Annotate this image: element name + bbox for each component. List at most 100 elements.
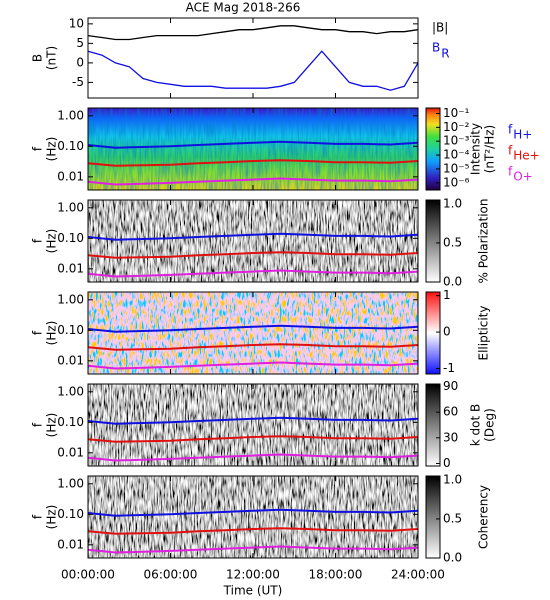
- colorbar: [425, 107, 441, 191]
- series-line: [87, 159, 419, 167]
- x-tick-label: 12:00:00: [226, 568, 280, 582]
- y-axis-label: (nT): [45, 46, 59, 70]
- series-line: [87, 435, 419, 443]
- legend-label: f: [508, 165, 513, 179]
- colorbar: [425, 383, 441, 467]
- colorbar-tick-label: -1: [443, 361, 455, 375]
- series-line: [87, 251, 419, 259]
- x-tick-label: 06:00:00: [144, 568, 198, 582]
- legend-label: |B|: [432, 21, 448, 35]
- colorbar-tick-label: 10⁻¹: [443, 106, 470, 120]
- colorbar-tick-label: 10⁻⁶: [443, 175, 470, 189]
- colorbar-tick-label: 0.5: [443, 235, 462, 249]
- colorbar-tick-label: 10⁻⁵: [443, 161, 470, 175]
- y-axis-label: (Hz): [45, 229, 59, 254]
- colorbar: [425, 199, 441, 283]
- colorbar-tick-label: 0.5: [443, 511, 462, 525]
- y-axis-label: (Hz): [45, 321, 59, 346]
- y-axis-label: f: [31, 422, 45, 427]
- colorbar: [425, 475, 441, 559]
- colorbar-label: Intensity: [469, 123, 483, 175]
- series-line: [87, 508, 419, 517]
- colorbar-tick-label: 0: [443, 456, 451, 470]
- series-line: [87, 50, 419, 91]
- colorbar-label: Ellipticity: [477, 306, 491, 361]
- y-tick-label: 0.10: [57, 507, 84, 521]
- legend-subscript: O+: [513, 170, 533, 184]
- y-tick-label: 5: [76, 36, 84, 50]
- y-tick-label: -5: [72, 75, 84, 89]
- y-tick-label: 1.00: [57, 200, 84, 214]
- y-axis-label: f: [31, 330, 45, 335]
- x-tick-label: 18:00:00: [309, 568, 363, 582]
- legend-label: B: [432, 41, 440, 55]
- series-line: [87, 545, 419, 554]
- y-tick-label: 10: [69, 16, 84, 30]
- colorbar-tick-label: 10⁻³: [443, 134, 470, 148]
- legend-label: f: [508, 144, 513, 158]
- y-tick-label: 0.10: [57, 323, 84, 337]
- series-line: [87, 453, 419, 462]
- y-axis-label: f: [31, 146, 45, 151]
- chart-title: ACE Mag 2018-266: [186, 1, 301, 15]
- x-axis-label: Time (UT): [223, 584, 283, 598]
- y-tick-label: 0.10: [57, 139, 84, 153]
- spectrogram-image: [88, 200, 418, 282]
- colorbar-label: k dot B: [469, 404, 483, 446]
- series-line: [87, 324, 419, 333]
- colorbar: [425, 291, 441, 375]
- spectrogram-texture: [88, 108, 418, 190]
- series-line: [87, 269, 419, 278]
- colorbar-tick-label: 90: [443, 379, 458, 393]
- y-axis-label: f: [31, 238, 45, 243]
- spectrogram-image: [88, 476, 418, 558]
- colorbar-tick-label: 0: [443, 325, 451, 339]
- legend-label: f: [508, 123, 513, 137]
- spectrogram-image: [88, 292, 418, 374]
- colorbar-label: % Polarization: [477, 199, 491, 284]
- y-axis-label: (Hz): [45, 505, 59, 530]
- y-tick-label: 1.00: [57, 292, 84, 306]
- series-line: [87, 140, 419, 149]
- series-line: [87, 25, 419, 41]
- legend-subscript: H+: [513, 128, 532, 142]
- colorbar-label: Coherency: [477, 485, 491, 549]
- colorbar-tick-label: 1.0: [443, 196, 462, 210]
- colorbar-label: (nT²/Hz): [483, 125, 497, 173]
- y-axis-label: (Hz): [45, 413, 59, 438]
- y-tick-label: 0.01: [57, 353, 84, 367]
- series-line: [87, 416, 419, 425]
- y-tick-label: 1.00: [57, 384, 84, 398]
- colorbar-tick-label: 30: [443, 430, 458, 444]
- series-line: [87, 177, 419, 186]
- colorbar-tick-label: 60: [443, 405, 458, 419]
- legend-subscript: He+: [513, 149, 539, 163]
- colorbar-tick-label: 10⁻⁴: [443, 148, 470, 162]
- colorbar-tick-label: 0.0: [443, 551, 462, 565]
- x-tick-label: 24:00:00: [391, 568, 445, 582]
- y-axis-label: (Hz): [45, 137, 59, 162]
- y-axis-label: f: [31, 514, 45, 519]
- y-tick-label: 0.10: [57, 415, 84, 429]
- y-axis-label: B: [31, 54, 45, 62]
- y-tick-label: 0.01: [57, 445, 84, 459]
- colorbar-tick-label: 1.0: [443, 472, 462, 486]
- y-tick-label: 1.00: [57, 108, 84, 122]
- colorbar-tick-label: 10⁻²: [443, 120, 470, 134]
- y-tick-label: 0.10: [57, 231, 84, 245]
- y-tick-label: 0.01: [57, 169, 84, 183]
- legend-subscript: R: [441, 47, 449, 61]
- colorbar-tick-label: 1: [443, 288, 451, 302]
- y-tick-label: 1.00: [57, 476, 84, 490]
- series-line: [87, 232, 419, 241]
- y-tick-label: 0: [76, 55, 84, 69]
- x-tick-label: 00:00:00: [61, 568, 115, 582]
- colorbar-tick-label: 0.0: [443, 275, 462, 289]
- series-line: [87, 527, 419, 535]
- spectrogram-image: [88, 384, 418, 466]
- series-line: [87, 361, 419, 370]
- y-tick-label: 0.01: [57, 261, 84, 275]
- colorbar-label: (Deg): [483, 408, 497, 442]
